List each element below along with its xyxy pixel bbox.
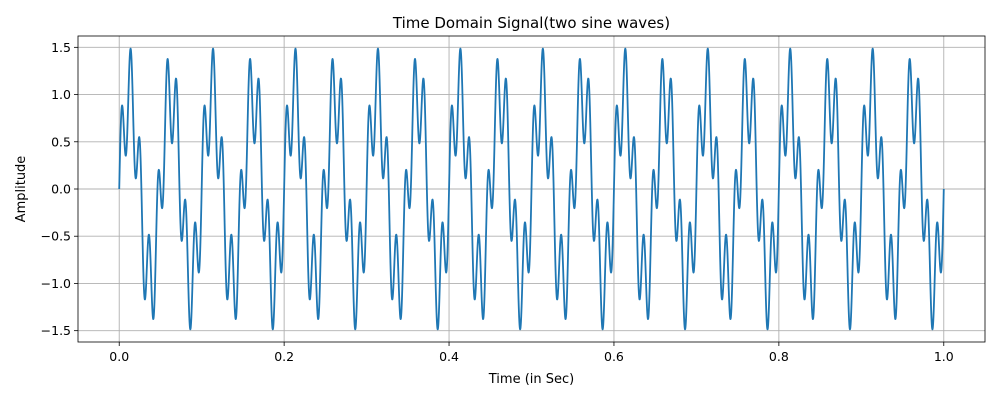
y-tick-label: −1.5 xyxy=(41,323,71,338)
y-tick-label: 1.5 xyxy=(51,40,71,55)
x-tick-label: 0.6 xyxy=(604,349,624,364)
y-axis-title: Amplitude xyxy=(14,156,29,223)
y-tick-label: −0.5 xyxy=(41,229,71,244)
series-layer xyxy=(118,47,945,331)
series-line xyxy=(118,47,945,331)
y-tick-label: 0.5 xyxy=(51,134,71,149)
grid xyxy=(78,36,985,342)
x-axis: 0.0 0.2 0.4 0.6 0.8 1.0 xyxy=(109,342,954,364)
x-tick-label: 0.0 xyxy=(109,349,129,364)
y-tick-label: 1.0 xyxy=(51,87,71,102)
x-tick-label: 0.4 xyxy=(439,349,459,364)
x-tick-label: 0.8 xyxy=(769,349,789,364)
x-tick-label: 1.0 xyxy=(934,349,954,364)
chart-title: Time Domain Signal(two sine waves) xyxy=(392,14,670,32)
y-axis: −1.5 −1.0 −0.5 0.0 0.5 1.0 1.5 xyxy=(41,40,78,338)
y-tick-label: −1.0 xyxy=(41,276,71,291)
x-tick-label: 0.2 xyxy=(274,349,294,364)
y-tick-label: 0.0 xyxy=(51,182,71,197)
x-axis-title: Time (in Sec) xyxy=(488,372,574,387)
